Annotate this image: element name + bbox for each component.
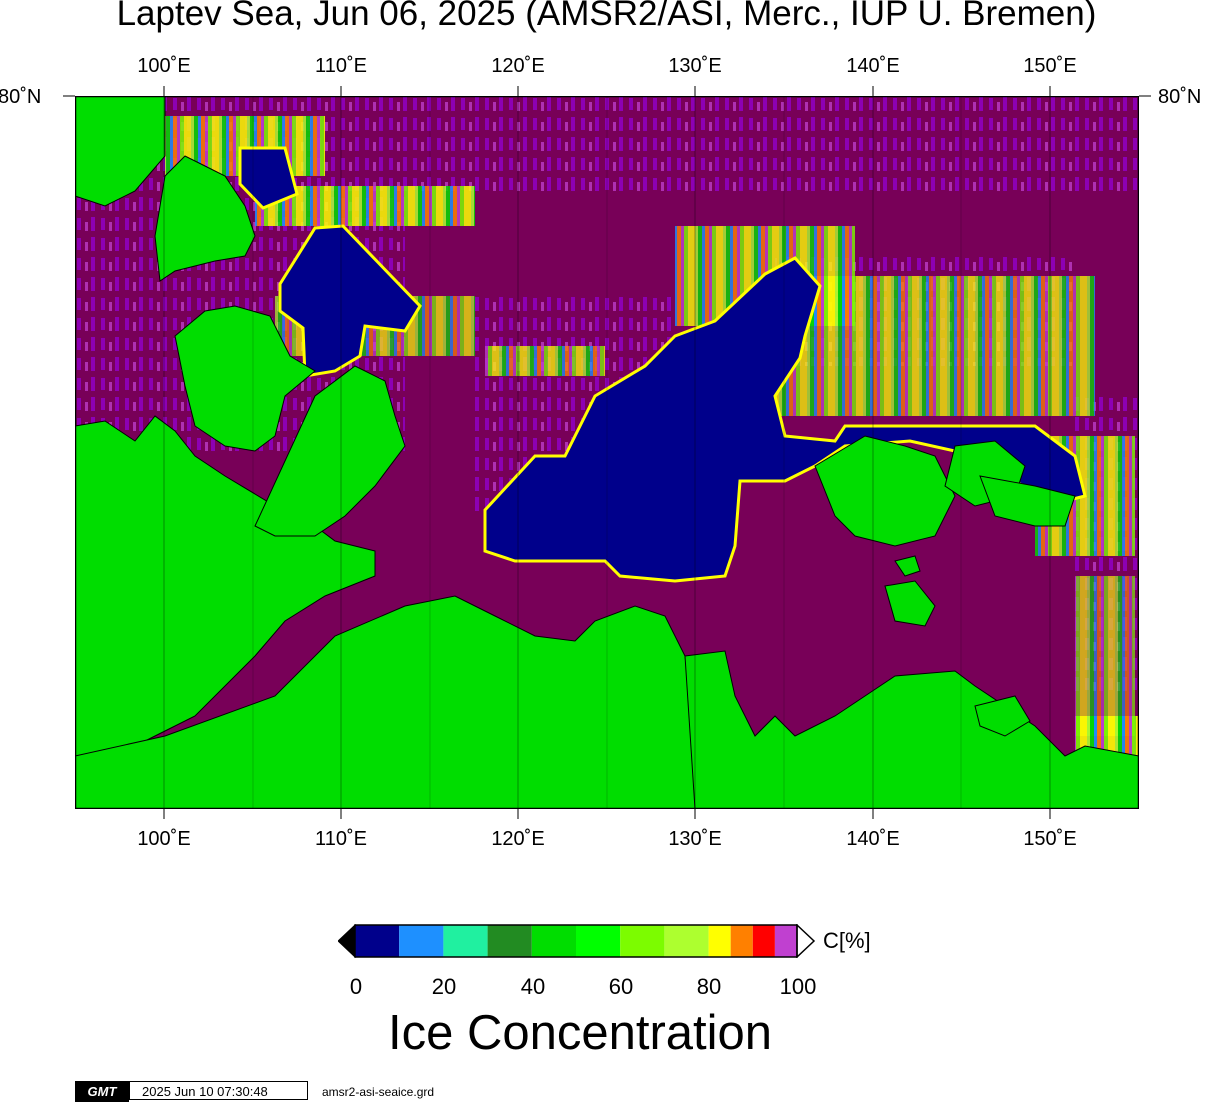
lon-label-top-130: 130˚E (668, 55, 722, 77)
lon-label-top-140: 140˚E (846, 55, 900, 77)
land-areas (75, 96, 1139, 809)
low-concentration-areas (238, 146, 1087, 583)
colorbar-cell (730, 925, 753, 957)
lon-label-bottom-120: 120˚E (491, 828, 545, 850)
colorbar-tick-0: 0 (349, 974, 363, 999)
colorbar-tick-80: 80 (696, 974, 722, 999)
colorbar-cell (620, 925, 665, 957)
frame-tick-marks (63, 86, 1151, 819)
lon-label-bottom-100: 100˚E (137, 828, 191, 850)
colorbar-title: Ice Concentration (387, 1006, 773, 1060)
colorbar-high-triangle (796, 924, 816, 958)
colorbar-cell (355, 925, 400, 957)
colorbar-cell (752, 925, 775, 957)
colorbar-cell (487, 925, 532, 957)
lon-label-bottom-150: 150˚E (1023, 828, 1077, 850)
lat-label-right: 80˚N (1158, 86, 1202, 108)
grid-file-name: amsr2-asi-seaice.grd (322, 1085, 435, 1099)
colorbar-tick-20: 20 (431, 974, 457, 999)
colorbar-tick-60: 60 (608, 974, 634, 999)
colorbar-cell (443, 925, 488, 957)
colorbar-cell (708, 925, 731, 957)
colorbar-cell (664, 925, 709, 957)
lat-label-left: 80˚N (0, 86, 42, 108)
lon-label-bottom-140: 140˚E (846, 828, 900, 850)
colorbar-unit: C[%] (823, 928, 871, 953)
lon-label-bottom-110: 110˚E (315, 828, 367, 850)
colorbar-cell (531, 925, 576, 957)
lon-label-top-120: 120˚E (491, 55, 545, 77)
lon-label-bottom-130: 130˚E (668, 828, 722, 850)
colorbar-tick-40: 40 (520, 974, 546, 999)
colorbar-cell (576, 925, 621, 957)
colorbar-low-triangle (338, 924, 356, 958)
graticule (163, 96, 1051, 809)
gmt-logo: GMT (75, 1081, 129, 1102)
lon-label-top-150: 150˚E (1023, 55, 1077, 77)
colorbar (338, 924, 816, 958)
timestamp: 2025 Jun 10 07:30:48 (129, 1081, 308, 1100)
lon-label-top-110: 110˚E (315, 55, 367, 77)
colorbar-tick-100: 100 (779, 974, 817, 999)
colorbar-cells (355, 925, 797, 957)
colorbar-cell (774, 925, 797, 957)
map-frame (75, 96, 1139, 809)
lon-label-top-100: 100˚E (137, 55, 191, 77)
map-title: Laptev Sea, Jun 06, 2025 (AMSR2/ASI, Mer… (116, 0, 1097, 33)
sea-ice-map (75, 96, 1139, 809)
colorbar-cell (399, 925, 444, 957)
